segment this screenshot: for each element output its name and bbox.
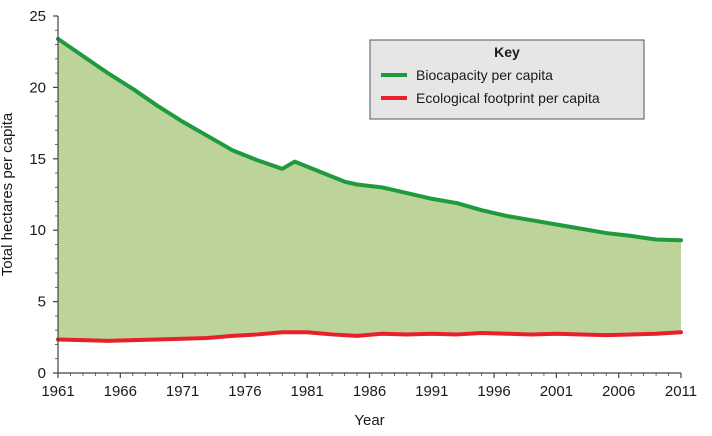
y-tick-label: 25 (29, 8, 46, 25)
x-tick-label: 1981 (291, 383, 324, 400)
x-axis-title: Year (354, 412, 384, 429)
x-tick-label: 1976 (228, 383, 261, 400)
area-fill-layer (58, 38, 681, 341)
y-axis-title: Total hectares per capita (0, 112, 16, 276)
y-tick-label: 15 (29, 151, 46, 168)
series-line-biocapacity (56, 36, 683, 243)
fill-between-area (58, 38, 681, 341)
legend-box (369, 39, 645, 120)
y-axis-ticks: 0 5 10 15 20 25 (29, 8, 58, 382)
x-tick-label: 2006 (602, 383, 635, 400)
legend-title: Key (494, 44, 520, 60)
y-tick-label: 0 (38, 365, 46, 382)
legend-label-biocapacity: Biocapacity per capita (416, 67, 553, 83)
x-tick-label: 2011 (665, 383, 697, 400)
legend-label-footprint: Ecological footprint per capita (416, 90, 600, 106)
legend: Key Biocapacity per capita Ecological fo… (369, 39, 645, 120)
x-axis-ticks: 1961 1966 1971 1976 1981 1986 1991 1996 2001 2006… (41, 373, 697, 400)
y-tick-label: 20 (29, 79, 46, 96)
x-tick-label: 1961 (41, 383, 74, 400)
y-tick-label: 10 (29, 222, 46, 239)
y-tick-label: 5 (38, 294, 46, 311)
x-tick-label: 1996 (477, 383, 510, 400)
x-tick-label: 1971 (166, 383, 199, 400)
series-line-footprint (56, 330, 683, 343)
x-tick-label: 1986 (353, 383, 386, 400)
x-tick-label: 1966 (104, 383, 137, 400)
x-tick-label: 2001 (540, 383, 573, 400)
series-layer (56, 36, 683, 343)
x-tick-label: 1991 (415, 383, 448, 400)
